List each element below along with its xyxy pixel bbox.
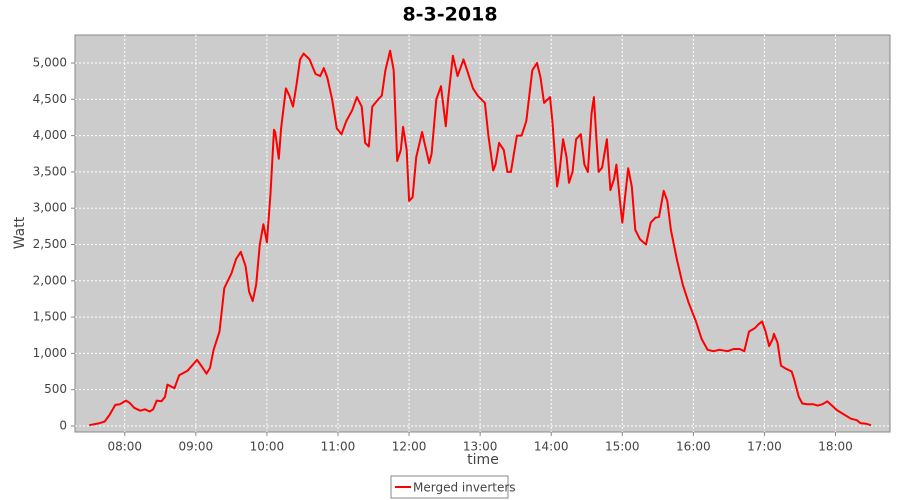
- plot-area: [74, 34, 891, 433]
- y-tick-label: 0: [59, 418, 67, 432]
- legend-label: Merged inverters: [413, 481, 516, 495]
- x-tick-label: 16:00: [676, 440, 711, 454]
- y-tick-label: 4,500: [33, 92, 67, 106]
- line: [89, 49, 872, 427]
- legend-box: [390, 475, 509, 499]
- x-tick-label: 18:00: [818, 440, 853, 454]
- x-tick-label: 12:00: [392, 440, 427, 454]
- y-axis-label: Watt: [12, 216, 28, 249]
- x-tick-label: 10:00: [250, 440, 285, 454]
- y-tick-label: 2,000: [33, 273, 67, 287]
- x-axis-label: time: [467, 452, 499, 468]
- y-tick-label: 5,000: [33, 56, 67, 70]
- legend: Merged inverters: [390, 475, 516, 499]
- x-tick-label: 08:00: [107, 440, 142, 454]
- y-tick-label: 1,500: [33, 310, 67, 324]
- x-tick-label: 11:00: [321, 440, 356, 454]
- y-tick-label: 4,000: [33, 128, 67, 142]
- y-tick-label: 3,500: [33, 164, 67, 178]
- x-tick-label: 09:00: [179, 440, 214, 454]
- x-tick-label: 15:00: [605, 440, 640, 454]
- y-tick-label: 2,500: [33, 237, 67, 251]
- x-tick-label: 14:00: [534, 440, 569, 454]
- x-tick-label: 13:00: [463, 440, 498, 454]
- y-tick-label: 1,000: [33, 346, 67, 360]
- y-tick-label: 3,000: [33, 201, 67, 215]
- chart-title: 8-3-2018: [402, 4, 497, 26]
- y-tick-label: 500: [44, 382, 67, 396]
- x-tick-label: 17:00: [747, 440, 782, 454]
